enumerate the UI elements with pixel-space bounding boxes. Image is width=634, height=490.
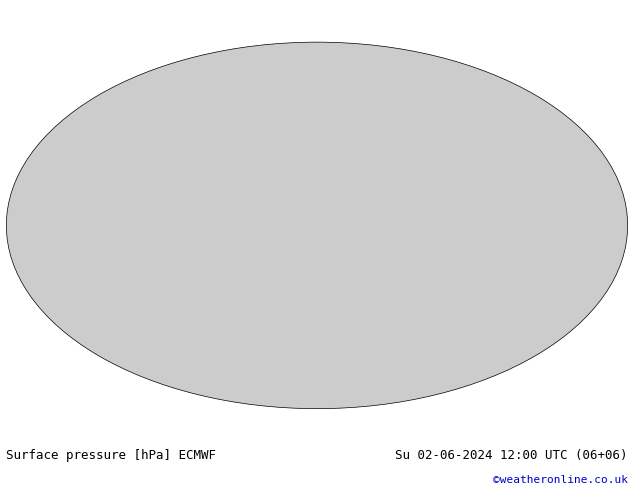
Text: Surface pressure [hPa] ECMWF: Surface pressure [hPa] ECMWF — [6, 449, 216, 462]
Ellipse shape — [6, 42, 628, 409]
Text: ©weatheronline.co.uk: ©weatheronline.co.uk — [493, 475, 628, 485]
Text: Su 02-06-2024 12:00 UTC (06+06): Su 02-06-2024 12:00 UTC (06+06) — [395, 449, 628, 462]
